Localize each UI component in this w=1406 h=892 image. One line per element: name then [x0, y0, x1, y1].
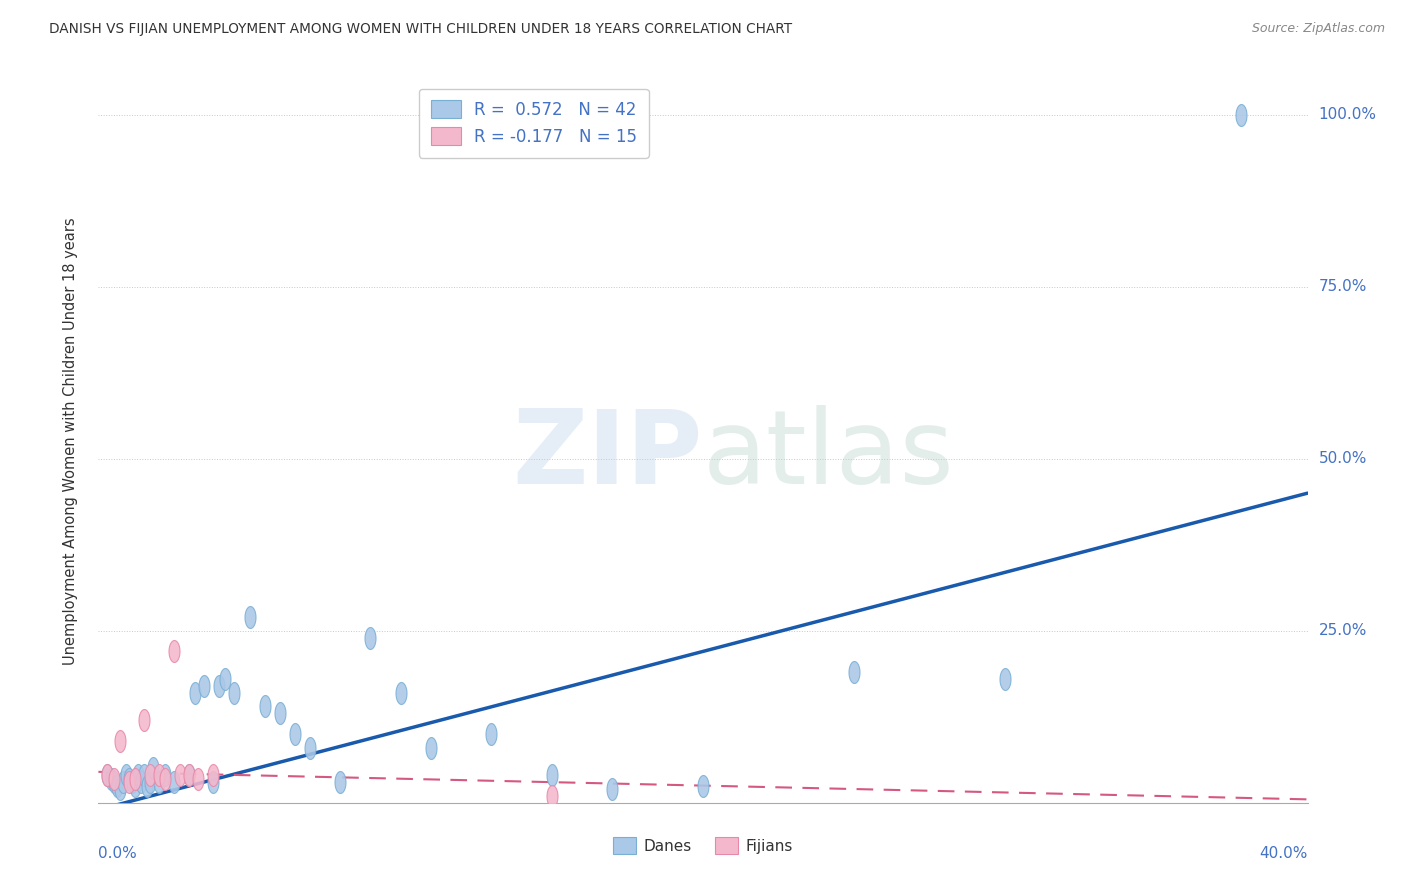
Point	[184, 686, 207, 700]
Point	[224, 686, 246, 700]
Point	[132, 768, 155, 782]
Text: 75.0%: 75.0%	[1319, 279, 1367, 294]
Point	[602, 782, 624, 797]
Point	[163, 644, 186, 658]
Point	[132, 713, 155, 727]
Point	[100, 772, 122, 786]
Point	[420, 740, 443, 755]
Point	[103, 775, 125, 789]
Point	[193, 679, 215, 693]
Point	[148, 775, 170, 789]
Point	[481, 727, 503, 741]
Point	[114, 768, 136, 782]
Point	[179, 768, 201, 782]
Point	[96, 768, 118, 782]
Point	[153, 772, 176, 786]
Text: DANISH VS FIJIAN UNEMPLOYMENT AMONG WOMEN WITH CHILDREN UNDER 18 YEARS CORRELATI: DANISH VS FIJIAN UNEMPLOYMENT AMONG WOME…	[49, 22, 793, 37]
Point	[179, 768, 201, 782]
Text: atlas: atlas	[703, 406, 955, 507]
Text: 25.0%: 25.0%	[1319, 624, 1367, 639]
Point	[118, 775, 141, 789]
Point	[111, 775, 134, 789]
Point	[163, 775, 186, 789]
Point	[169, 768, 191, 782]
Point	[124, 772, 146, 786]
Point	[692, 779, 714, 793]
Point	[994, 672, 1017, 686]
Text: ZIP: ZIP	[513, 406, 703, 507]
Point	[202, 768, 225, 782]
Legend: Danes, Fijians: Danes, Fijians	[607, 831, 799, 860]
Point	[540, 789, 562, 803]
Text: 50.0%: 50.0%	[1319, 451, 1367, 467]
Point	[284, 727, 307, 741]
Point	[208, 679, 231, 693]
Text: Source: ZipAtlas.com: Source: ZipAtlas.com	[1251, 22, 1385, 36]
Point	[139, 775, 162, 789]
Point	[253, 699, 276, 714]
Point	[103, 772, 125, 786]
Point	[269, 706, 291, 721]
Y-axis label: Unemployment Among Women with Children Under 18 years: Unemployment Among Women with Children U…	[63, 218, 77, 665]
Point	[239, 610, 262, 624]
Point	[118, 772, 141, 786]
Text: 0.0%: 0.0%	[98, 847, 138, 861]
Point	[214, 672, 236, 686]
Point	[121, 775, 143, 789]
Text: 100.0%: 100.0%	[1319, 107, 1376, 122]
Point	[389, 686, 412, 700]
Point	[108, 782, 131, 797]
Point	[96, 768, 118, 782]
Point	[153, 768, 176, 782]
Point	[844, 665, 866, 679]
Point	[1230, 108, 1253, 122]
Point	[329, 775, 352, 789]
Point	[148, 768, 170, 782]
Point	[124, 779, 146, 793]
Point	[540, 768, 562, 782]
Point	[202, 775, 225, 789]
Point	[187, 772, 209, 786]
Point	[135, 779, 157, 793]
Point	[108, 734, 131, 748]
Point	[139, 768, 162, 782]
Point	[360, 631, 382, 645]
Point	[127, 768, 149, 782]
Point	[105, 779, 128, 793]
Point	[142, 761, 165, 775]
Text: 40.0%: 40.0%	[1260, 847, 1308, 861]
Point	[299, 740, 322, 755]
Point	[129, 775, 152, 789]
